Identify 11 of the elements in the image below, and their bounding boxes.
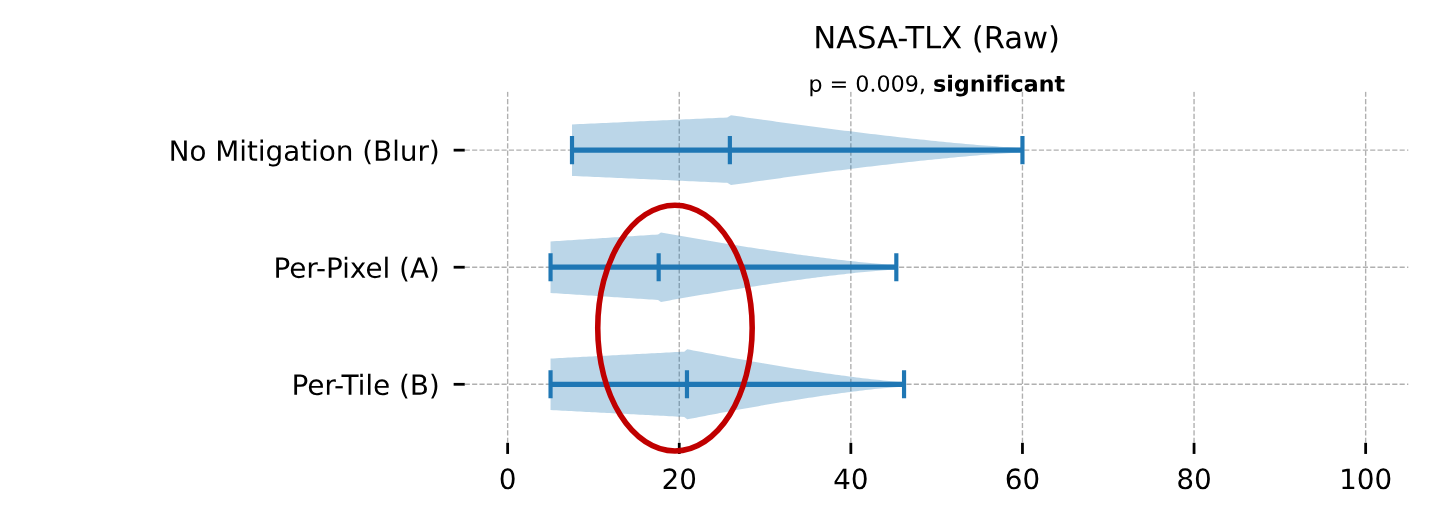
x-tick-label: 0 xyxy=(500,468,515,490)
x-tick-label: 100 xyxy=(1342,468,1391,490)
x-tick-label: 80 xyxy=(1178,468,1210,490)
y-tick-label: Per-Pixel (A) xyxy=(276,256,438,282)
x-tick-label: 60 xyxy=(1006,468,1039,490)
chart-subtitle: p = 0.009, significant xyxy=(810,74,1065,97)
x-tick-label: 40 xyxy=(834,468,867,490)
x-tick-label: 20 xyxy=(663,468,696,490)
y-tick-label: Per-Tile (B) xyxy=(294,373,438,399)
y-tick-label: No Mitigation (Blur) xyxy=(171,139,438,167)
chart-title: NASA-TLX (Raw) xyxy=(816,25,1058,53)
